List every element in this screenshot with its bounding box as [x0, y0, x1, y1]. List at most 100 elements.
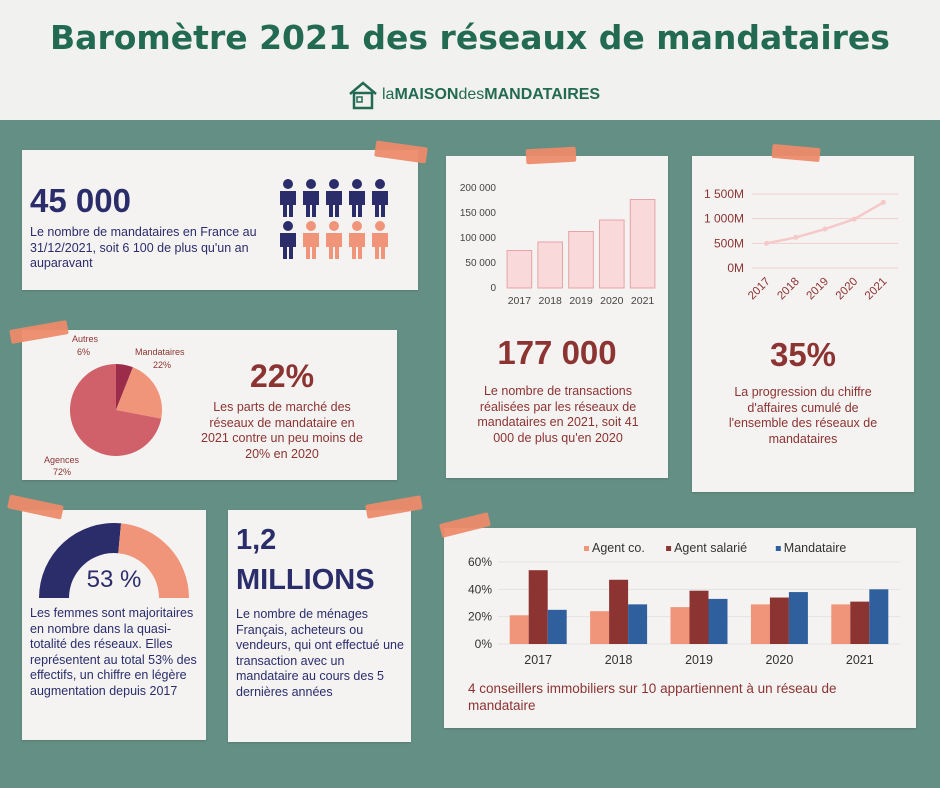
- x-tick-label: 2018: [539, 295, 563, 307]
- donut-segment-1: [118, 523, 189, 598]
- mandataires-count-text: Le nombre de mandataires en France au 31…: [30, 225, 257, 270]
- person-icon: [349, 221, 365, 259]
- logo-part3: des: [458, 86, 485, 103]
- bar-2019-0: [670, 607, 690, 644]
- households-card: 1,2 MILLIONS Le nombre de ménages França…: [228, 510, 411, 742]
- x-tick-label: 2020: [600, 295, 624, 307]
- person-icon: [303, 221, 319, 259]
- agents-card: Agent co. Agent salarié Mandataire 0% 20% 40%…: [444, 528, 916, 728]
- tape: [525, 146, 577, 165]
- y-tick-label: 200 000: [460, 183, 497, 194]
- transactions-count: 177 000: [497, 334, 617, 371]
- y-tick-label: 1 500M: [704, 187, 744, 201]
- x-tick-label: 2018: [775, 276, 802, 303]
- bar-2020: [598, 219, 625, 289]
- page-title: Baromètre 2021 des réseaux de mandataire…: [50, 18, 890, 57]
- x-tick-label: 2019: [685, 653, 713, 667]
- person-icon: [326, 221, 342, 259]
- revenue-line-chart: 0M 500M 1 000M 1 500M 2017 2018 2019 2020 2021: [704, 187, 898, 303]
- person-icon: [372, 179, 388, 217]
- bar-2021-2: [869, 589, 889, 644]
- bar-2020-1: [769, 597, 789, 644]
- pie-value-autres: 6%: [77, 347, 90, 357]
- x-tick-label: 2020: [834, 276, 861, 303]
- y-tick-label: 100 000: [460, 233, 497, 244]
- y-tick-label: 20%: [468, 610, 492, 624]
- bar-2018-0: [590, 611, 610, 644]
- households-text: Le nombre de ménages Français, acheteurs…: [236, 607, 404, 699]
- point-2020: [851, 216, 857, 222]
- bar-2019: [568, 231, 594, 289]
- bar-2019-1: [689, 590, 709, 644]
- y-tick-label: 1 000M: [704, 212, 744, 226]
- x-tick-label: 2017: [508, 295, 532, 307]
- bar-2021: [629, 199, 656, 289]
- bar-2017-2: [547, 609, 567, 644]
- bar-2018-1: [609, 579, 629, 644]
- bar-2019-2: [708, 598, 728, 644]
- legend-label: Agent salarié: [674, 541, 747, 555]
- y-tick-label: 40%: [468, 582, 492, 596]
- logo-part2: MAISON: [394, 86, 459, 103]
- market-share-text: Les parts de marché des réseaux de manda…: [201, 400, 363, 461]
- transactions-bar-chart: 0 50 000 100 000 150 000 200 000 2017 2018 2019…: [460, 183, 656, 307]
- person-icon: [372, 221, 388, 259]
- x-tick-label: 2017: [746, 276, 773, 303]
- women-donut: [39, 523, 189, 598]
- revenue-line: [766, 201, 885, 245]
- logo: laMAISONdesMANDATAIRES: [348, 79, 600, 111]
- y-tick-label: 150 000: [460, 208, 497, 219]
- x-tick-label: 2021: [863, 276, 890, 303]
- person-icon: [349, 179, 365, 217]
- agents-text: 4 conseillers immobiliers sur 10 apparti…: [468, 681, 837, 713]
- legend-swatch: [584, 546, 589, 551]
- y-tick-label: 500M: [714, 236, 744, 250]
- transactions-text: Le nombre de transactions réalisées par …: [477, 384, 639, 445]
- legend-swatch: [666, 546, 672, 551]
- point-2018: [793, 234, 799, 240]
- pie-slice-agences: [69, 364, 162, 456]
- person-icon: [326, 179, 342, 217]
- households-number-line1: 1,2: [236, 524, 277, 556]
- pie-label-mandataires: Mandataires: [135, 347, 185, 357]
- pie-slice-mandataires: [116, 367, 163, 419]
- households-number-line2: MILLIONS: [236, 564, 375, 596]
- market-share-percent: 22%: [249, 358, 315, 394]
- y-tick-label: 0M: [727, 261, 744, 275]
- revenue-text: La progression du chiffre d'affaires cum…: [728, 385, 878, 446]
- logo-part4: MANDATAIRES: [484, 86, 601, 103]
- y-tick-label: 0: [490, 283, 496, 294]
- y-tick-label: 0%: [475, 637, 493, 651]
- y-tick-label: 50 000: [465, 258, 496, 269]
- transactions-card: 0 50 000 100 000 150 000 200 000 2017 2018 2019…: [446, 156, 668, 478]
- person-icon: [280, 221, 296, 259]
- bar-2017: [506, 250, 533, 289]
- legend-label: Agent co.: [592, 541, 645, 555]
- bar-2020-0: [750, 604, 770, 644]
- person-icon: [280, 179, 296, 217]
- bar-2021-0: [831, 604, 851, 644]
- donut-segment-0: [39, 523, 122, 598]
- legend-label: Mandataire: [784, 541, 847, 555]
- house-icon: [349, 81, 377, 110]
- point-2021: [880, 199, 886, 205]
- women-percent: 53 %: [86, 566, 142, 593]
- pie-label-autres: Autres: [72, 334, 99, 344]
- people-icon: [280, 179, 388, 259]
- point-2017: [764, 240, 770, 246]
- bar-2018: [537, 241, 564, 289]
- bar-2018-2: [628, 604, 648, 644]
- pie-slice-autres: [116, 364, 133, 410]
- x-tick-label: 2020: [765, 653, 793, 667]
- logo-part1: la: [382, 86, 395, 103]
- women-card: 53 % Les femmes sont majoritaires en nom…: [22, 510, 206, 740]
- legend-swatch: [775, 546, 781, 551]
- x-tick-label: 2017: [524, 653, 552, 667]
- mandataires-count: 45 000: [30, 182, 131, 219]
- pie-value-agences: 72%: [53, 467, 71, 477]
- x-tick-label: 2019: [569, 295, 593, 307]
- pie-label-agences: Agences: [44, 455, 80, 465]
- x-tick-label: 2019: [805, 276, 832, 303]
- revenue-percent: 35%: [769, 336, 837, 373]
- pie-value-mandataires: 22%: [153, 360, 171, 370]
